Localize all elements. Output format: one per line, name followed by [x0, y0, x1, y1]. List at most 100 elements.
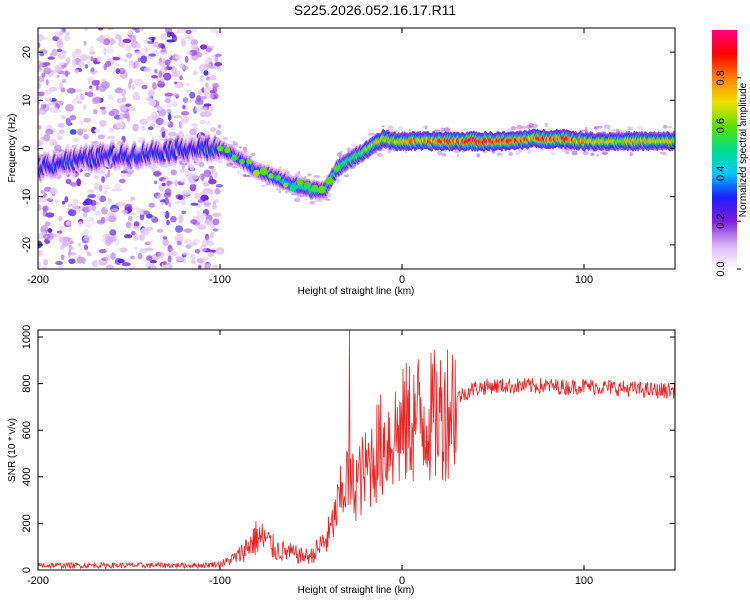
ridge-halo-speckle — [408, 128, 412, 132]
noise-speckle — [190, 260, 197, 264]
noise-speckle — [193, 126, 198, 130]
noise-speckle — [111, 188, 118, 192]
noise-speckle — [97, 28, 104, 31]
noise-speckle — [112, 56, 120, 61]
y-tick-label: 600 — [21, 421, 33, 439]
noise-speckle — [175, 256, 185, 262]
noise-speckle — [194, 192, 201, 200]
noise-speckle — [40, 136, 50, 141]
noise-speckle — [82, 206, 91, 213]
noise-speckle — [199, 44, 208, 50]
ridge-halo-speckle — [387, 126, 395, 131]
noise-speckle — [79, 54, 89, 62]
noise-speckle — [168, 201, 172, 208]
noise-speckle — [121, 174, 126, 178]
noise-speckle — [90, 45, 95, 53]
noise-speckle — [139, 248, 148, 254]
noise-speckle — [130, 212, 137, 216]
noise-speckle — [161, 130, 166, 138]
noise-speckle — [214, 55, 219, 63]
ridge-halo-speckle — [667, 126, 673, 129]
noise-speckle — [175, 70, 181, 79]
ridge-halo-speckle — [381, 125, 385, 128]
noise-speckle — [45, 79, 49, 86]
ridge-blob — [282, 182, 289, 188]
noise-speckle — [139, 118, 148, 125]
noise-speckle — [130, 255, 135, 260]
noise-speckle — [193, 70, 197, 76]
noise-speckle — [208, 165, 215, 169]
noise-speckle — [206, 263, 211, 269]
noise-speckle — [138, 233, 145, 241]
noise-speckle — [162, 57, 166, 65]
ridge-blob — [216, 145, 224, 152]
y-tick-label: 0 — [21, 145, 33, 151]
noise-speckle — [199, 212, 207, 220]
noise-speckle — [44, 221, 51, 227]
noise-speckle — [54, 198, 59, 204]
noise-speckle — [171, 66, 177, 75]
ridge-halo-speckle — [662, 124, 668, 129]
noise-speckle — [69, 114, 77, 121]
noise-speckle — [213, 171, 218, 179]
noise-speckle — [180, 38, 187, 47]
noise-speckle — [65, 178, 72, 185]
noise-speckle — [133, 221, 140, 227]
ridge-halo-speckle — [515, 150, 521, 156]
noise-speckle — [60, 254, 65, 261]
noise-speckle — [52, 35, 60, 42]
noise-speckle — [214, 188, 221, 195]
noise-speckle — [214, 198, 219, 204]
y-tick-label: -10 — [21, 189, 33, 205]
noise-speckle — [205, 236, 209, 244]
y-tick-label: 10 — [21, 94, 33, 106]
noise-speckle — [117, 41, 125, 47]
noise-speckle — [209, 89, 216, 94]
noise-speckle — [212, 212, 222, 217]
ridge-halo-speckle — [579, 151, 585, 154]
noise-speckle — [56, 48, 63, 53]
noise-speckle — [135, 51, 142, 55]
noise-speckle — [164, 92, 173, 97]
x-tick-label: -100 — [209, 575, 231, 587]
noise-speckle — [141, 84, 148, 90]
noise-speckle — [94, 128, 101, 133]
noise-speckle — [88, 216, 95, 222]
noise-speckle — [199, 75, 205, 81]
noise-speckle — [71, 59, 76, 68]
noise-speckle — [38, 82, 41, 89]
noise-speckle — [203, 169, 212, 178]
snr-x-label: Height of straight line (km) — [298, 585, 415, 596]
noise-speckle — [56, 230, 63, 234]
noise-speckle — [190, 253, 196, 262]
noise-speckle — [67, 209, 77, 217]
noise-speckle — [190, 219, 198, 225]
noise-speckle — [181, 252, 190, 256]
noise-speckle — [68, 244, 72, 253]
noise-speckle — [41, 266, 48, 269]
ridge-halo-speckle — [544, 122, 548, 128]
ridge-halo-speckle — [261, 184, 266, 187]
noise-speckle — [189, 98, 195, 102]
noise-speckle — [214, 62, 223, 67]
noise-speckle — [212, 66, 221, 70]
noise-speckle — [200, 244, 207, 252]
spectrogram-x-ticks: -200 -100 0 100 — [27, 28, 593, 286]
ridge-halo-speckle — [611, 129, 616, 132]
spectrogram-x-label: Height of straight line (km) — [298, 286, 415, 297]
noise-speckle — [41, 36, 50, 40]
noise-speckle — [93, 182, 100, 190]
noise-speckle — [115, 68, 121, 74]
ridge-halo-speckle — [242, 146, 248, 151]
noise-speckle — [170, 169, 177, 176]
y-tick-label: -20 — [21, 237, 33, 253]
noise-speckle — [196, 258, 204, 264]
noise-speckle — [58, 123, 65, 129]
noise-speckle — [127, 215, 133, 222]
colorbar-ticks: 0.0 0.2 0.4 0.6 0.8 — [715, 70, 741, 277]
noise-speckle — [203, 258, 207, 262]
noise-speckle — [93, 57, 98, 65]
ridge-halo-speckle — [441, 152, 447, 157]
ridge-halo-speckle — [343, 174, 349, 177]
noise-speckle — [206, 120, 211, 126]
